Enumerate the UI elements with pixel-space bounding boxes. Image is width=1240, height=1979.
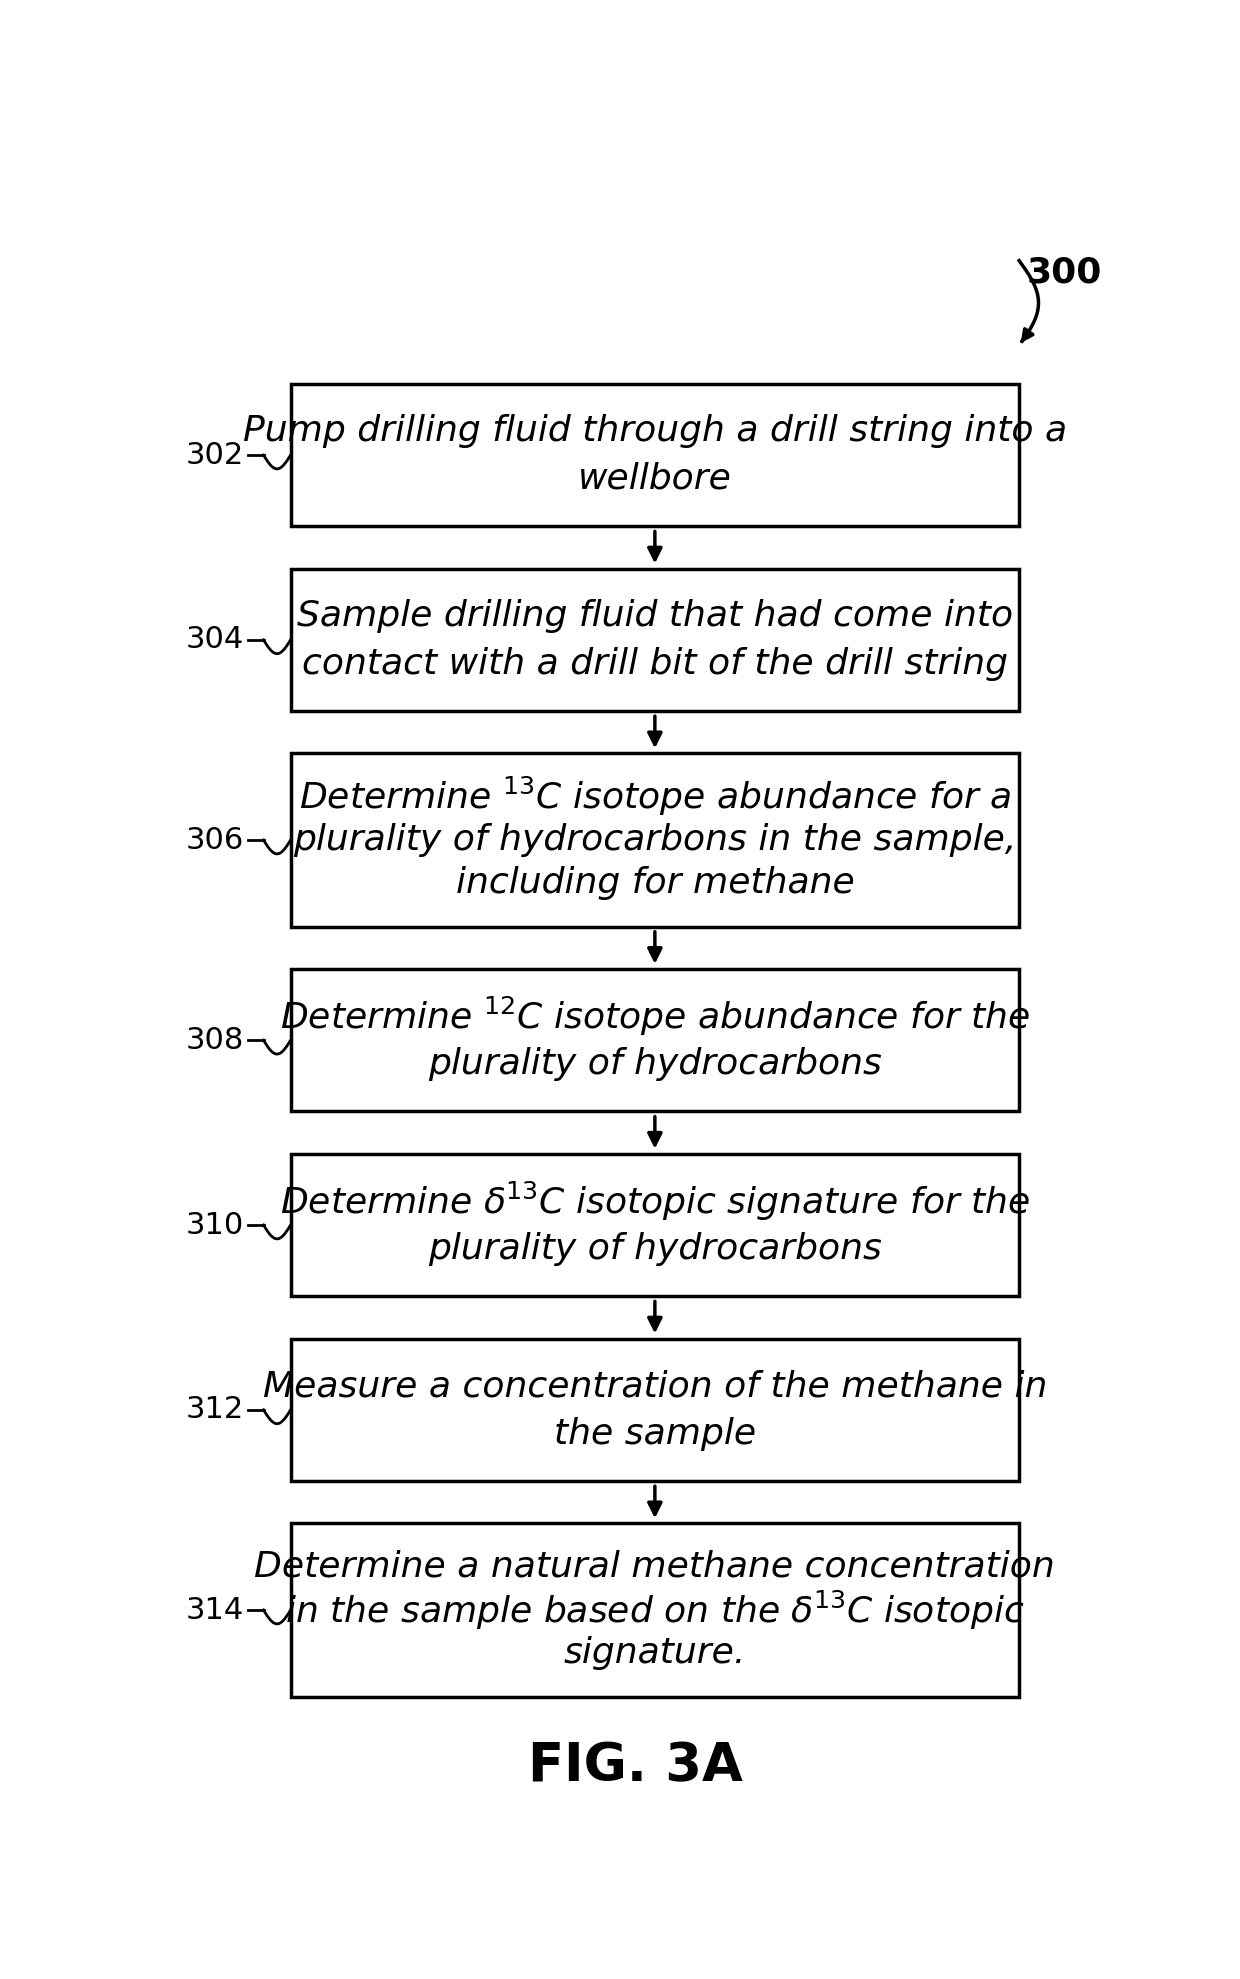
Text: 302: 302 <box>186 441 244 469</box>
Text: Determine a natural methane concentration: Determine a natural methane concentratio… <box>254 1550 1055 1583</box>
Text: plurality of hydrocarbons: plurality of hydrocarbons <box>428 1231 882 1267</box>
Text: Measure a concentration of the methane in: Measure a concentration of the methane i… <box>263 1369 1047 1403</box>
Text: the sample: the sample <box>554 1417 756 1451</box>
Text: 312: 312 <box>186 1395 244 1425</box>
Bar <box>290 754 1019 926</box>
Text: in the sample based on the δ$^{13}$C isotopic: in the sample based on the δ$^{13}$C iso… <box>285 1589 1024 1631</box>
Text: Determine $^{12}$C isotope abundance for the: Determine $^{12}$C isotope abundance for… <box>280 995 1030 1039</box>
Text: wellbore: wellbore <box>578 461 732 497</box>
Bar <box>290 1524 1019 1696</box>
Text: contact with a drill bit of the drill string: contact with a drill bit of the drill st… <box>301 647 1008 681</box>
Text: 304: 304 <box>186 625 244 655</box>
Text: 300: 300 <box>1027 255 1102 289</box>
Text: including for methane: including for methane <box>455 867 854 900</box>
Text: signature.: signature. <box>564 1637 746 1670</box>
Text: 314: 314 <box>186 1595 244 1625</box>
Bar <box>290 568 1019 710</box>
Text: 308: 308 <box>186 1025 244 1055</box>
Text: Sample drilling fluid that had come into: Sample drilling fluid that had come into <box>296 600 1013 633</box>
Text: Pump drilling fluid through a drill string into a: Pump drilling fluid through a drill stri… <box>243 414 1066 449</box>
Text: plurality of hydrocarbons: plurality of hydrocarbons <box>428 1047 882 1081</box>
Text: 306: 306 <box>186 825 244 855</box>
Text: 310: 310 <box>186 1211 244 1239</box>
Bar <box>290 1338 1019 1480</box>
Text: Determine $^{13}$C isotope abundance for a: Determine $^{13}$C isotope abundance for… <box>299 776 1011 817</box>
Text: FIG. 3A: FIG. 3A <box>528 1740 743 1791</box>
Bar <box>290 970 1019 1112</box>
Text: Determine δ$^{13}$C isotopic signature for the: Determine δ$^{13}$C isotopic signature f… <box>280 1179 1030 1223</box>
Bar <box>290 1154 1019 1296</box>
Bar <box>290 384 1019 526</box>
Text: plurality of hydrocarbons in the sample,: plurality of hydrocarbons in the sample, <box>293 823 1017 857</box>
